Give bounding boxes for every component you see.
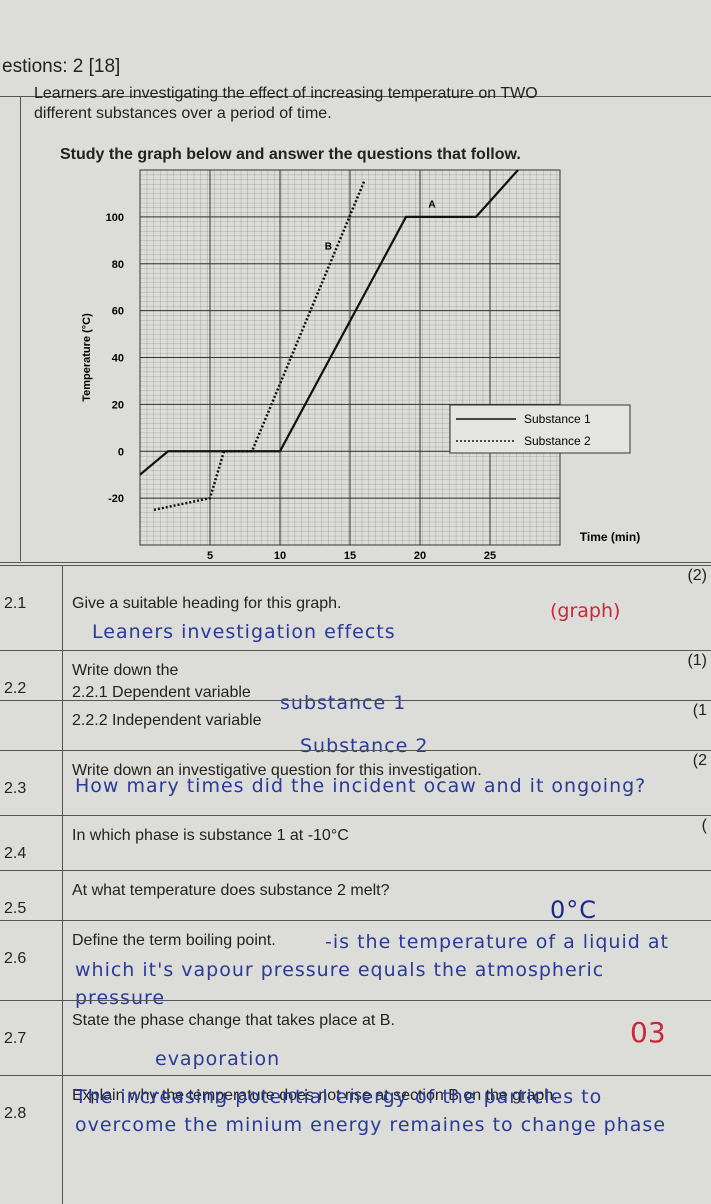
intro: Learners are investigating the effect of… — [34, 84, 634, 124]
marks: (2 — [692, 752, 707, 769]
rule — [0, 1000, 711, 1001]
rule — [0, 700, 711, 701]
handwritten-answer: The increasing potential energy of the p… — [75, 1086, 667, 1136]
instruction: Study the graph below and answer the que… — [60, 146, 521, 163]
annotation: A — [428, 200, 435, 211]
question-number: 2.5 — [4, 900, 27, 917]
chart: -20 0 20 40 60 80 100 5 10 15 20 25 Time (min) Temper… — [81, 169, 640, 560]
question-text: 2.2.2 Independent variable — [72, 712, 262, 729]
marks: (1) — [687, 652, 707, 669]
x-tick-label: 5 — [207, 550, 213, 560]
x-tick-label: 10 — [274, 550, 286, 560]
x-axis-label: Time (min) — [580, 530, 640, 544]
x-tick-label: 15 — [344, 550, 356, 560]
handwritten-answer: Substance 2 — [300, 735, 429, 757]
rule — [0, 920, 711, 921]
question-text: Write down the — [72, 662, 179, 679]
y-axis-label: Temperature (°C) — [81, 313, 93, 402]
rule — [62, 1075, 63, 1204]
rule — [62, 650, 63, 672]
question-text: Give a suitable heading for this graph. — [72, 595, 342, 612]
question-number: 2.7 — [4, 1030, 27, 1047]
rule — [0, 815, 711, 816]
rule — [62, 815, 63, 870]
y-tick-label: 20 — [112, 399, 124, 411]
handwritten-answer: -is the temperature of a liquid at which… — [75, 931, 669, 1009]
intro-line: Learners are investigating the effect of… — [34, 85, 538, 102]
rule — [0, 562, 711, 563]
series-line — [139, 169, 519, 476]
question-text: 2.2.1 Dependent variable — [72, 684, 251, 701]
question-text: In which phase is substance 1 at -10°C — [72, 827, 349, 844]
marker-note: 03 — [630, 1016, 666, 1049]
legend-label: Substance 1 — [524, 412, 591, 426]
x-tick-label: 20 — [414, 550, 426, 560]
rule — [62, 565, 63, 650]
y-tick-label: -20 — [108, 493, 124, 505]
handwritten-answer: How mary times did the incident ocaw and… — [75, 775, 647, 797]
marks: ( — [701, 817, 707, 834]
question-number: 2.6 — [4, 950, 27, 967]
question-text: Explain why the temperature does not ris… — [72, 1087, 558, 1104]
rule — [62, 920, 63, 1000]
y-tick-label: 60 — [112, 306, 124, 318]
y-tick-label: 40 — [112, 353, 124, 365]
rule — [0, 870, 711, 871]
rule — [0, 96, 711, 97]
annotation: B — [325, 242, 332, 253]
legend-box — [449, 404, 631, 454]
rule — [62, 750, 63, 815]
question-number: 2.8 — [4, 1105, 27, 1122]
rule — [62, 1000, 63, 1075]
header: estions: 2 [18] — [2, 56, 121, 77]
intro-line: different substances over a period of ti… — [34, 105, 332, 122]
y-tick-label: 0 — [118, 446, 124, 458]
rule — [0, 750, 711, 751]
y-tick-label: 100 — [106, 212, 124, 224]
legend-label: Substance 2 — [524, 434, 591, 448]
rule — [0, 565, 711, 566]
question-number: 2.3 — [4, 780, 27, 797]
handwritten-answer: 0°C — [550, 896, 598, 924]
rule — [62, 700, 63, 750]
question-text: At what temperature does substance 2 mel… — [72, 882, 390, 899]
y-tick-label: 80 — [112, 259, 124, 271]
rule — [62, 672, 63, 700]
marks: (1 — [692, 702, 707, 719]
rule — [62, 870, 63, 920]
rule — [20, 96, 21, 561]
question-text: Define the term boiling point. — [72, 932, 276, 949]
question-text: State the phase change that takes place … — [72, 1012, 395, 1029]
question-number: 2.2 — [4, 680, 27, 697]
question-text: Write down an investigative question for… — [72, 762, 482, 779]
question-number: 2.1 — [4, 595, 27, 612]
marker-note: (graph) — [550, 600, 621, 622]
x-tick-label: 25 — [484, 550, 496, 560]
question-number: 2.4 — [4, 845, 27, 862]
marks: (2) — [687, 567, 707, 584]
rule — [0, 1075, 711, 1076]
handwritten-answer: Leaners investigation effects — [92, 621, 396, 643]
rule — [0, 650, 711, 651]
handwritten-answer: substance 1 — [280, 692, 407, 714]
handwritten-answer: evaporation — [155, 1048, 281, 1070]
